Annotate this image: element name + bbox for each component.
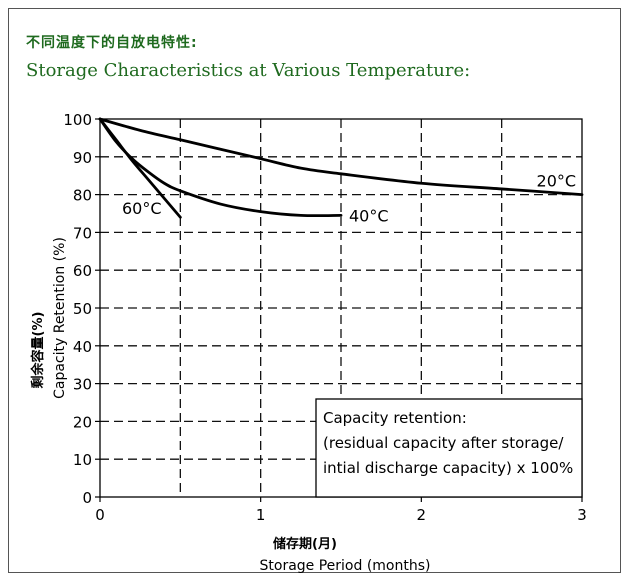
y-tick-label: 80 [73, 187, 92, 205]
x-tick-label: 1 [256, 506, 266, 524]
y-axis-title-chinese: 剩余容量(%) [30, 312, 46, 389]
y-tick-label: 40 [73, 338, 92, 356]
y-tick-label: 60 [73, 262, 92, 280]
annotation-line: intial discharge capacity) x 100% [323, 459, 573, 477]
annotation-line: (residual capacity after storage/ [323, 434, 564, 452]
series-60c-line [98, 117, 182, 219]
y-tick-label: 20 [73, 413, 92, 431]
label-20c: 20°C [537, 172, 577, 191]
x-tick-label: 0 [95, 506, 105, 524]
y-axis-title: Capacity Retention (%) [52, 237, 68, 399]
x-tick-label: 2 [417, 506, 427, 524]
chart-title-chinese: 不同温度下的自放电特性: [26, 35, 198, 51]
y-tick-label: 0 [82, 489, 92, 507]
y-tick-label: 50 [73, 300, 92, 318]
annotation-line: Capacity retention: [323, 409, 467, 427]
label-40c: 40°C [349, 206, 389, 225]
x-tick-label: 3 [577, 506, 587, 524]
y-tick-label: 100 [63, 111, 92, 129]
x-axis-title: Storage Period (months) [260, 558, 431, 574]
annotation-box [315, 398, 583, 498]
series-20c-line [98, 117, 584, 196]
chart-title-english: Storage Characteristics at Various Tempe… [26, 60, 471, 81]
y-tick-label: 30 [73, 376, 92, 394]
x-axis-title-chinese: 储存期(月) [272, 536, 337, 552]
y-tick-label: 10 [73, 451, 92, 469]
y-tick-label: 90 [73, 149, 92, 167]
label-60c: 60°C [122, 199, 162, 218]
y-tick-label: 70 [73, 224, 92, 242]
